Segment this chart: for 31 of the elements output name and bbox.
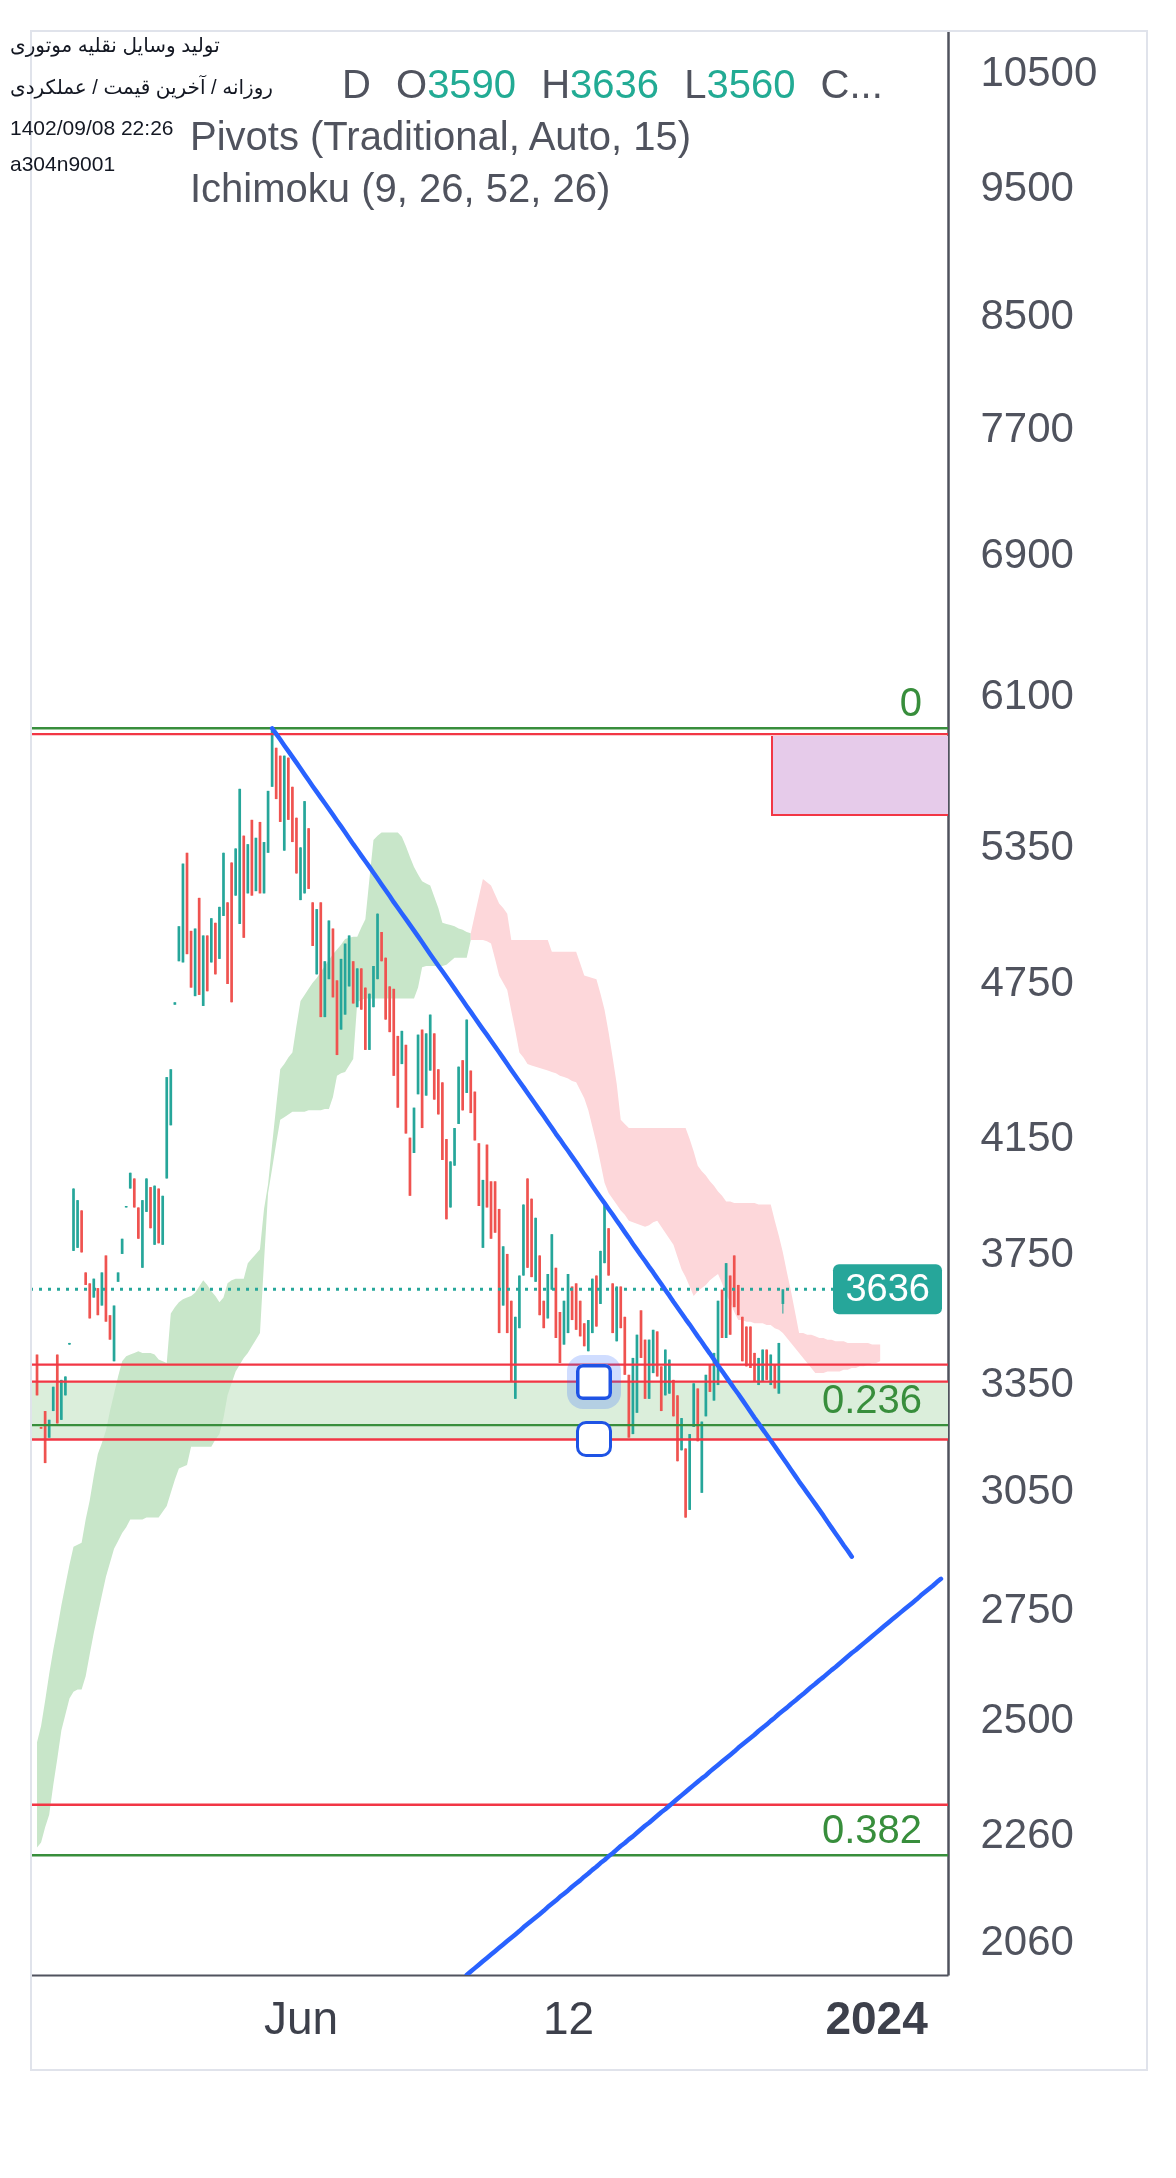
- y-tick-label: 2750: [980, 1585, 1074, 1633]
- ref-line-label: 3636: [833, 1264, 942, 1315]
- y-tick-label: 6100: [980, 671, 1074, 719]
- y-tick-label: 3750: [980, 1229, 1074, 1277]
- annotation: Ichimoku (9, 26, 52, 26): [190, 165, 611, 211]
- y-tick-label: 7700: [980, 404, 1074, 452]
- chart-title: تولید وسایل نقلیه موتوری: [10, 33, 220, 57]
- y-tick-label: 10500: [980, 48, 1098, 96]
- y-tick-label: 2500: [980, 1694, 1074, 1742]
- x-tick-label: 12: [542, 1991, 595, 2044]
- y-tick-label: 2060: [980, 1916, 1074, 1964]
- annotation: 0.382: [821, 1807, 922, 1852]
- x-tick-label: 2024: [825, 1991, 929, 2044]
- line-series: [464, 1576, 944, 1975]
- y-tick-label: 5350: [980, 821, 1074, 869]
- annotation: Pivots (Traditional, Auto, 15): [190, 113, 691, 159]
- text: روزانه / آخرین قیمت / عملکردی: [10, 75, 274, 99]
- y-tick-label: 4750: [980, 958, 1074, 1006]
- annotation: 1402/09/08 22:26: [10, 115, 174, 141]
- y-tick-label: 4150: [980, 1113, 1074, 1161]
- y-tick-label: 8500: [980, 290, 1074, 338]
- y-tick-label: 3050: [980, 1466, 1074, 1514]
- y-tick-label: 3350: [980, 1358, 1074, 1406]
- annotation: D O3590 H3636 L3560 C...: [342, 62, 883, 106]
- annotation: 0.236: [821, 1377, 922, 1422]
- annotation: 0: [899, 680, 922, 725]
- y-tick-label: 2260: [980, 1810, 1074, 1858]
- y-tick-label: 9500: [980, 163, 1074, 211]
- annotation: a304n9001: [10, 151, 116, 177]
- x-tick-label: Jun: [263, 1991, 339, 2044]
- y-tick-label: 6900: [980, 529, 1074, 577]
